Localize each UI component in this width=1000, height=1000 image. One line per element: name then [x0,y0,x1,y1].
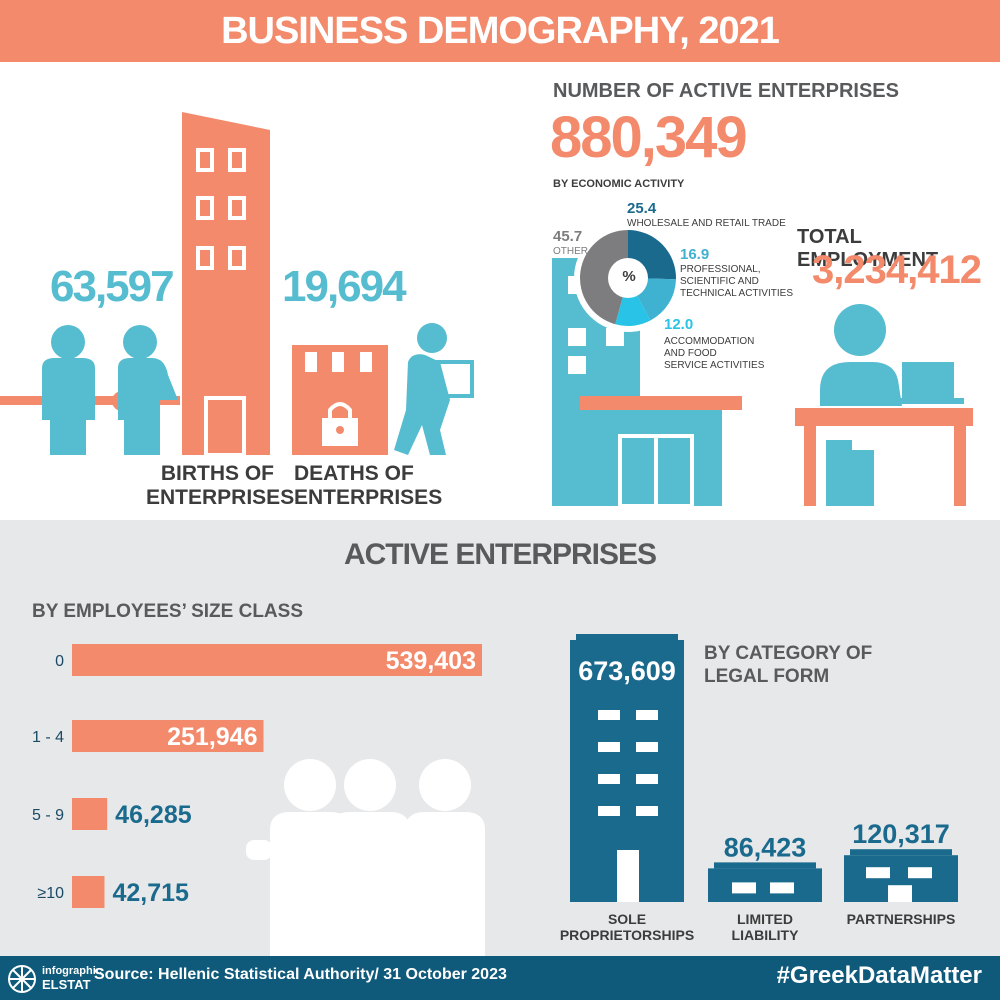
employment-heading: TOTAL EMPLOYMENT [797,226,939,271]
legal-value-label: 86,423 [724,832,807,862]
person-at-desk-icon [820,304,902,506]
people-group-icon [246,759,485,956]
size-category-label: 0 [55,653,64,670]
person-carrying-box-icon [394,323,474,455]
window-icon [598,806,620,816]
hashtag: #GreekDataMatter [776,962,982,989]
size-bar-3 [72,876,105,908]
slice-value-professional: 16.9 [680,246,710,263]
person-icon [42,325,95,455]
legal-form-heading: BY CATEGORY OF LEGAL FORM [704,643,873,687]
legal-category-label: PROPRIETORSHIPS [560,927,694,943]
legal-value-label: 120,317 [852,819,950,849]
slice-label-professional: PROFESSIONAL, SCIENTIFIC AND TECHNICAL A… [680,264,793,299]
page-title: BUSINESS DEMOGRAPHY, 2021 [221,10,780,52]
births-value: 63,597 [50,262,175,311]
window-icon [770,882,794,894]
size-class-heading: BY EMPLOYEES’ SIZE CLASS [32,601,303,622]
size-category-label: 5 - 9 [32,807,64,824]
slice-label-other: OTHER [553,246,588,257]
window-icon [636,742,658,752]
size-bar-2 [72,798,108,830]
donut-slice-2 [615,278,651,326]
legal-category-label: PARTNERSHIPS [847,911,956,927]
window-icon [598,742,620,752]
size-category-label: 1 - 4 [32,729,64,746]
size-value-label: 42,715 [112,879,189,907]
header-banner [0,0,1000,62]
window-icon [866,867,890,879]
births-deaths-illustration [0,112,474,457]
slice-value-wholesale: 25.4 [627,200,657,217]
slice-label-wholesale: WHOLESALE AND RETAIL TRADE [627,218,786,229]
worker-at-desk-illustration [795,304,973,506]
window-icon [636,806,658,816]
active-value: 880,349 [550,105,748,170]
elstat-logo-icon [8,965,36,993]
deaths-value: 19,694 [282,262,407,311]
size-category-label: ≥10 [37,885,64,902]
legal-bar-1 [708,868,822,902]
slice-value-other: 45.7 [553,228,583,245]
legal-bar-roof [850,849,952,856]
legal-category-label: SOLE [608,911,646,927]
activity-subheading: BY ECONOMIC ACTIVITY [553,178,685,190]
legal-category-label: LIABILITY [732,927,800,943]
legal-bar-roof [576,634,678,640]
lock-icon [322,402,358,446]
donut-center-label: % [622,268,636,285]
size-value-label: 251,946 [167,723,257,751]
size-value-label: 46,285 [115,801,192,829]
size-value-label: 539,403 [386,647,476,675]
deaths-label: DEATHS OF ENTERPRISES [294,462,443,509]
window-icon [732,882,756,894]
footer [0,956,1000,1000]
shop-awning-icon [580,396,742,410]
slice-label-accommodation: ACCOMMODATION AND FOOD SERVICE ACTIVITIE… [664,336,765,371]
legal-bar-roof [714,862,816,869]
active-enterprises-heading: ACTIVE ENTERPRISES [343,538,657,571]
door-icon [617,850,639,902]
legal-category-label: LIMITED [737,911,793,927]
window-icon [636,710,658,720]
slice-value-accommodation: 12.0 [664,316,694,333]
births-label: BIRTHS OF ENTERPRISES [146,462,295,509]
person-cutting-ribbon-icon [118,325,178,455]
activity-donut-chart [574,224,682,332]
desk-icon [795,408,973,426]
active-heading: NUMBER OF ACTIVE ENTERPRISES [553,80,899,102]
donut-slice-3 [580,230,628,325]
laptop-icon [902,362,954,402]
legal-value-label: 673,609 [578,656,676,686]
elstat-logo-text: infographic ELSTAT [42,965,102,992]
window-icon [908,867,932,879]
size-bar-0 [72,644,482,676]
window-icon [598,774,620,784]
door-icon [888,885,912,902]
size-bar-1 [72,720,264,752]
employment-value: 3,234,412 [812,248,982,292]
births-building-icon [182,112,270,455]
source-text: Source: Hellenic Statistical Authority/ … [94,966,507,983]
size-class-bar-chart: 0 539,403 1 - 4 251,946 5 - 9 46,285 ≥10 42,715 [32,644,485,956]
window-icon [598,710,620,720]
window-icon [636,774,658,784]
